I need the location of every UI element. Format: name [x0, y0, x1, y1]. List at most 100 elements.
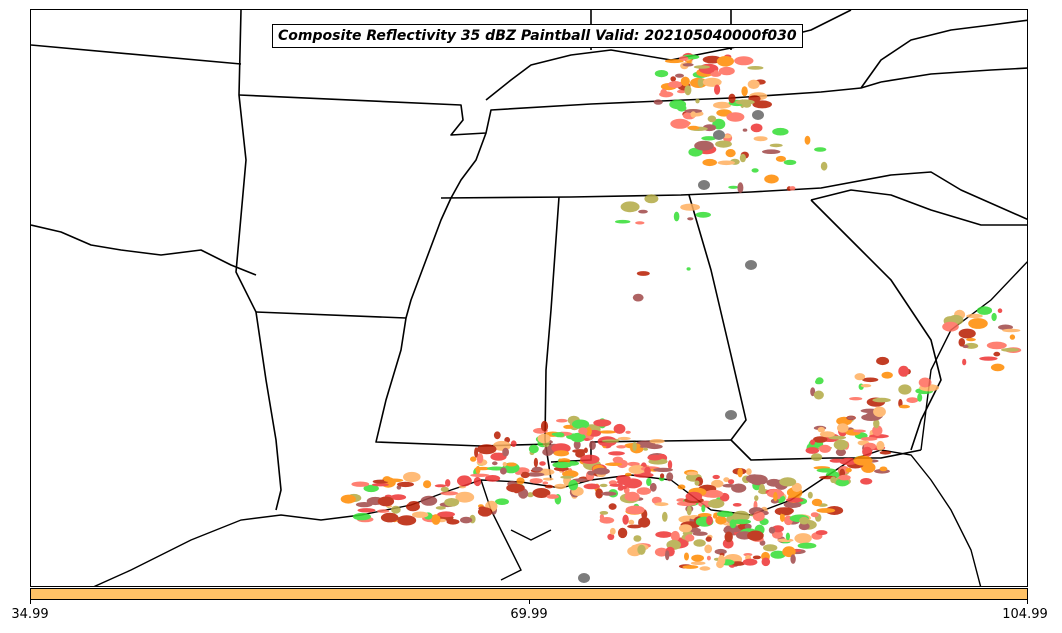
echo-blob [747, 66, 764, 70]
echo-blob [748, 474, 753, 483]
echo-blob [578, 573, 590, 583]
echo-blob [798, 522, 810, 531]
echo-blob [768, 489, 781, 494]
ky-va-border [880, 67, 1027, 83]
echo-blob [686, 505, 692, 516]
coastline [93, 261, 1027, 586]
echo-blob [695, 211, 711, 218]
colorbar-tick-mark [30, 600, 31, 604]
echo-blob [573, 440, 581, 450]
echo-blob [593, 467, 610, 475]
echo-blob [654, 547, 669, 557]
echo-blob [769, 143, 783, 148]
echo-blob [715, 140, 732, 148]
echo-blob [431, 514, 441, 525]
echo-blob [627, 461, 640, 467]
echo-blob [355, 502, 373, 508]
echo-blob [716, 56, 735, 67]
echo-blob [677, 484, 686, 490]
echo-blob [717, 554, 726, 566]
echo-blob [1002, 328, 1021, 333]
echo-blob [624, 472, 632, 477]
echo-blob [899, 404, 910, 409]
echo-blob [722, 483, 735, 488]
echo-blob [624, 443, 641, 449]
echo-blob [695, 98, 700, 104]
echo-blob [704, 544, 713, 554]
echo-blob [632, 293, 644, 302]
echo-blob [729, 519, 737, 529]
echo-blob [593, 419, 612, 427]
echo-blob [380, 512, 399, 523]
tn-south-border [440, 171, 1027, 220]
echo-blob [716, 510, 734, 517]
echo-blob [542, 448, 554, 456]
echo-blob [601, 439, 619, 443]
echo-blob [918, 377, 932, 388]
echo-blob [616, 445, 627, 449]
echo-blob [670, 76, 676, 82]
echo-blob [608, 503, 617, 510]
echo-blob [515, 471, 522, 475]
echo-blob [814, 147, 827, 152]
echo-blob [605, 462, 623, 466]
colorbar-tick-max: 104.99 [1002, 607, 1048, 622]
map-frame: Composite Reflectivity 35 dBZ Paintball … [30, 9, 1028, 587]
echo-blob [520, 471, 530, 479]
echo-blob [747, 530, 764, 541]
echo-blob [702, 158, 717, 167]
echo-blob [699, 566, 711, 571]
echo-blob [553, 450, 570, 457]
echo-blob [625, 505, 645, 515]
echo-blob [785, 532, 791, 541]
echo-blob [820, 161, 828, 171]
echo-blob [998, 324, 1013, 331]
echo-blob [862, 446, 873, 457]
echo-blob [477, 507, 493, 517]
echo-blob [434, 484, 447, 488]
echo-blob [651, 496, 662, 505]
echo-blob [737, 182, 744, 194]
echo-blob [352, 512, 371, 521]
echo-blob [728, 185, 739, 189]
echo-blob [363, 484, 379, 493]
echo-blob [725, 410, 737, 420]
echo-blob [617, 478, 635, 485]
echo-blob [390, 494, 407, 501]
echo-blob [668, 81, 683, 88]
echo-blob [624, 491, 640, 502]
echo-blob [485, 475, 501, 482]
echo-blob [962, 344, 969, 349]
echo-blob [860, 437, 878, 441]
echo-blob [682, 63, 694, 67]
echo-blob [636, 487, 652, 495]
echo-blob [742, 558, 758, 566]
echo-blob [968, 318, 988, 329]
echo-blob [752, 110, 764, 120]
echo-blob [440, 491, 459, 496]
echo-blob [819, 431, 835, 438]
echo-blob [690, 111, 697, 118]
echo-blob [706, 515, 713, 526]
echo-blob [873, 406, 886, 418]
echo-blob [750, 123, 763, 133]
echo-blob [647, 454, 663, 461]
echo-blob [684, 85, 692, 96]
ga-fl-south [730, 439, 922, 461]
echo-blob [816, 468, 837, 473]
mo-west-border [235, 10, 257, 313]
echo-blob [917, 393, 923, 402]
echo-blob [528, 444, 539, 454]
echo-blob [599, 511, 609, 515]
echo-blob [810, 512, 819, 518]
echo-blob [735, 99, 755, 105]
echo-blob [595, 488, 604, 499]
echo-blob [556, 418, 568, 423]
echo-blob [678, 524, 693, 533]
echo-blob [837, 423, 849, 433]
echo-blob [510, 440, 517, 448]
echo-blob [638, 209, 648, 214]
echo-blob [854, 373, 866, 381]
echo-blob [779, 512, 785, 522]
echo-blob [539, 461, 546, 466]
